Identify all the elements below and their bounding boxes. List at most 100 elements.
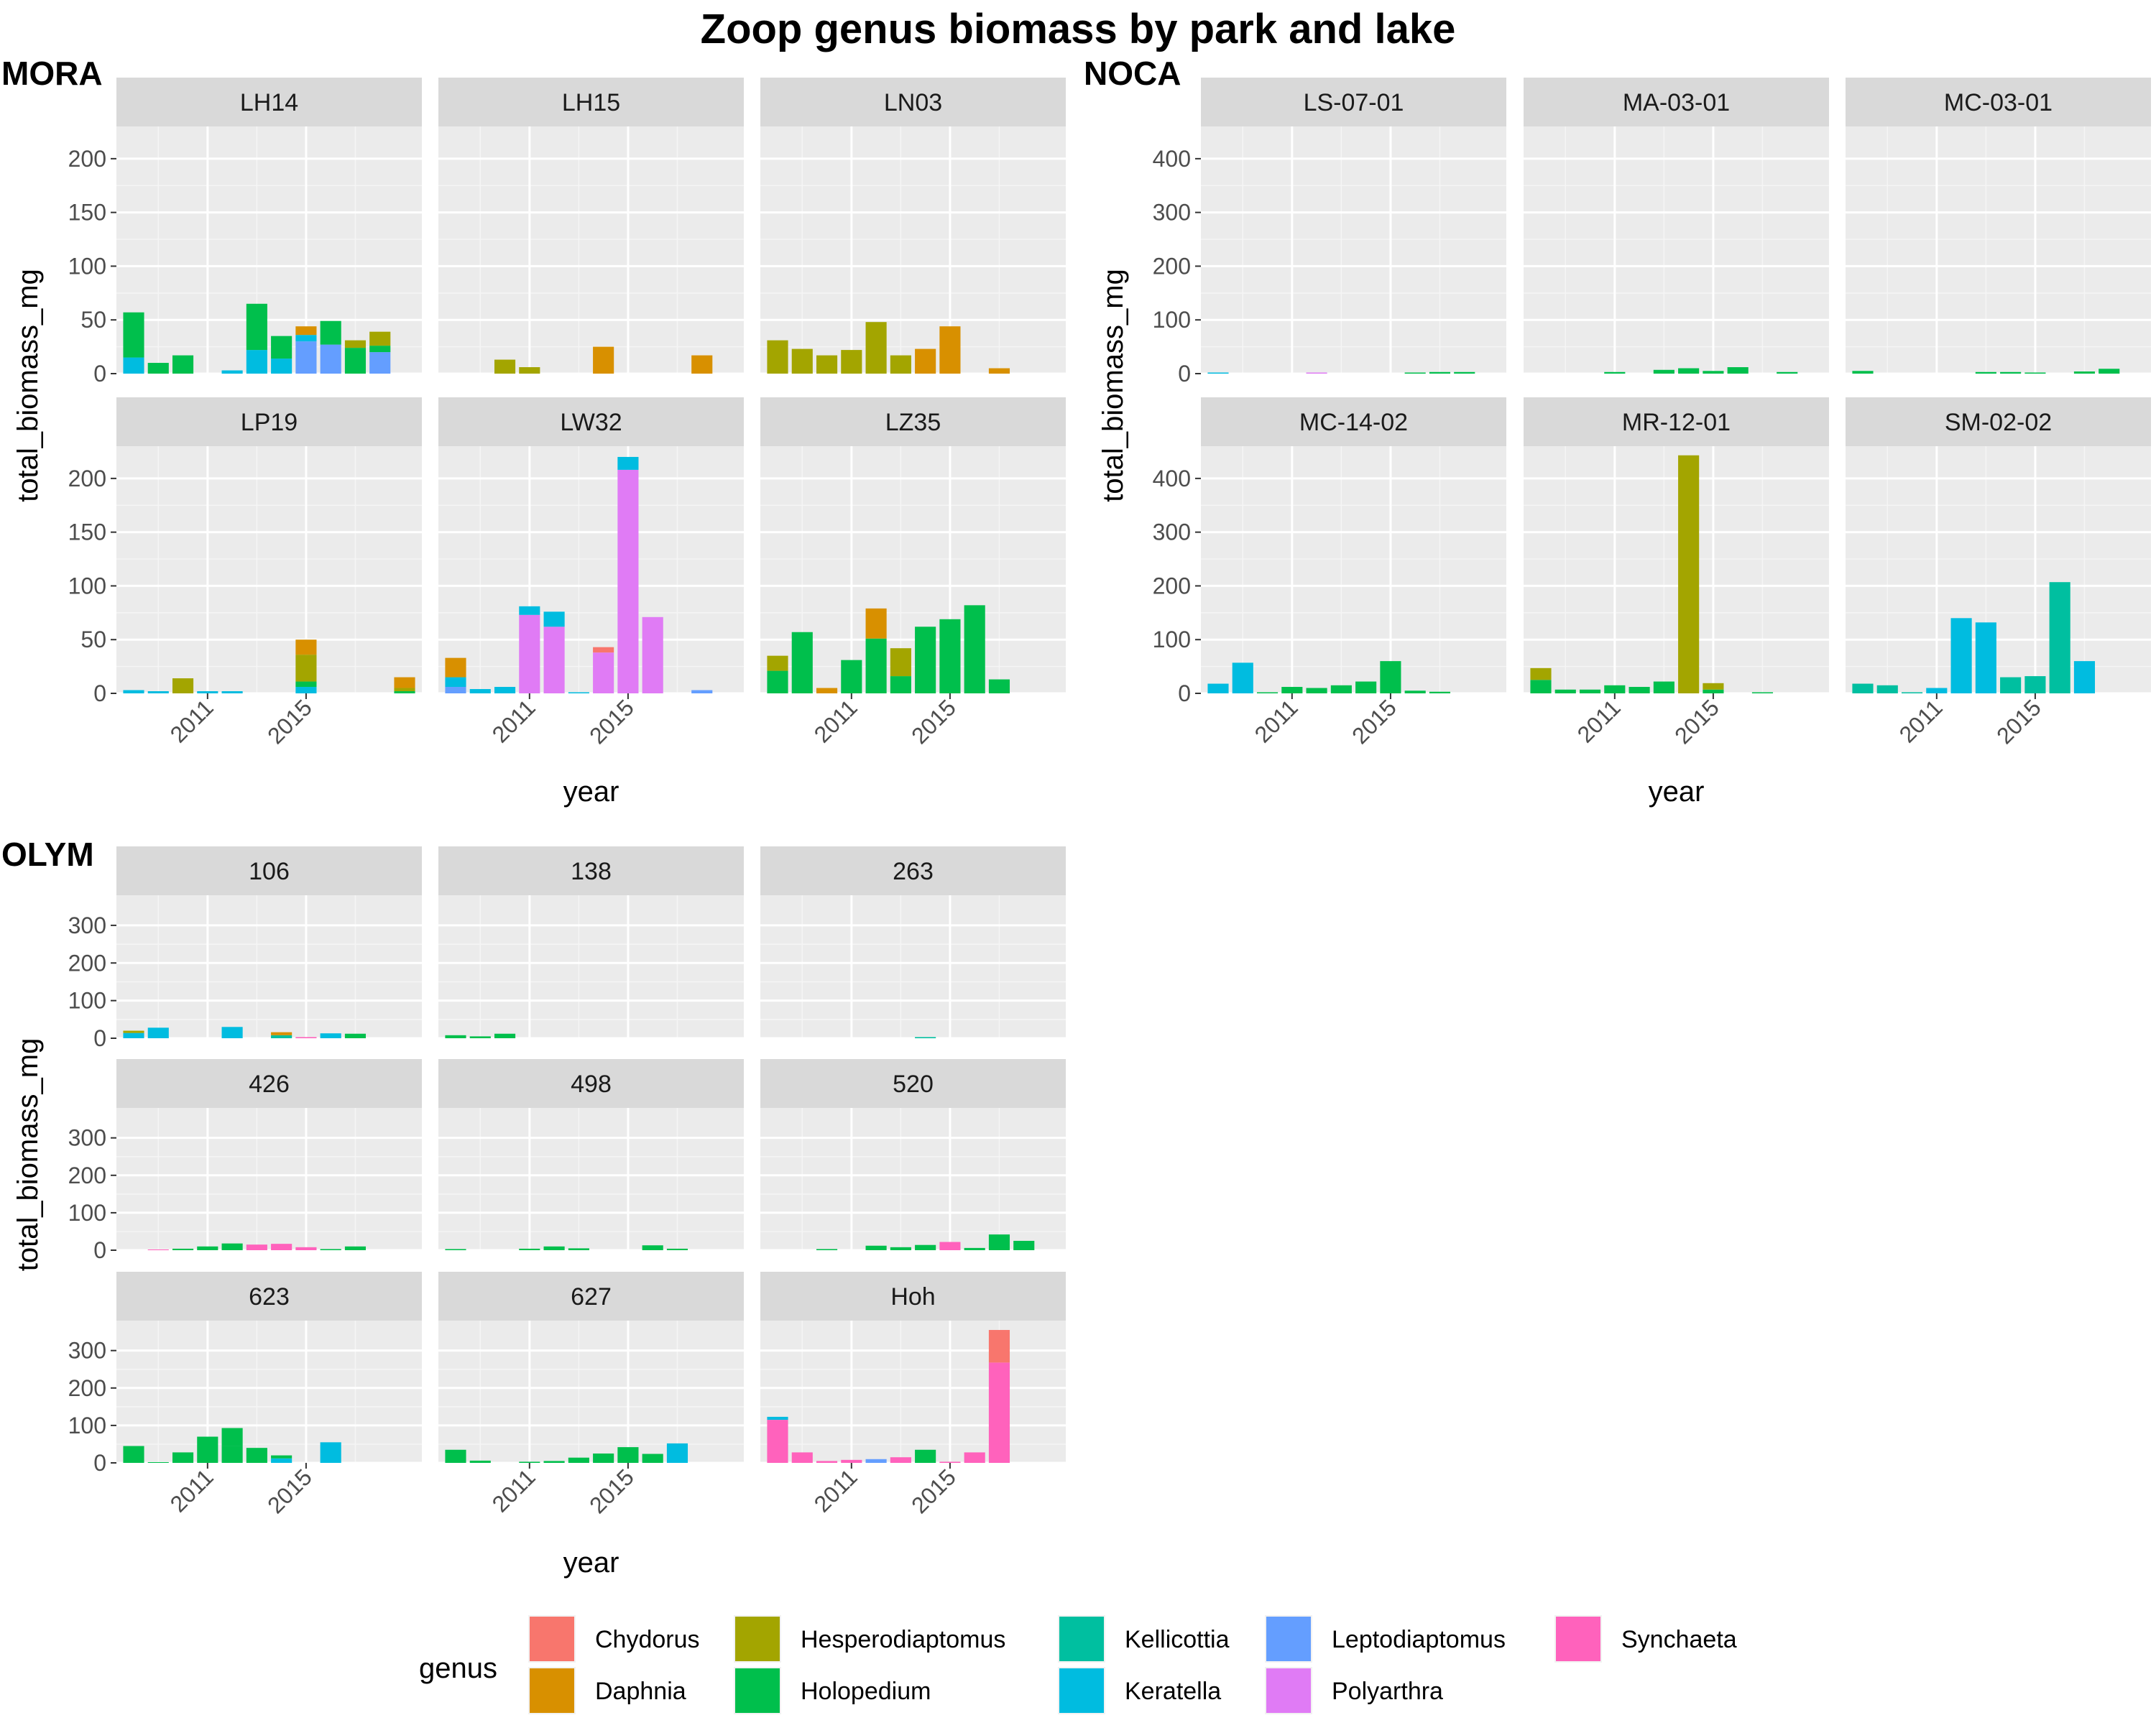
facet-label: Hoh <box>890 1283 935 1311</box>
bar-segment-polyarthra <box>543 627 565 693</box>
bar-segment-holopedium <box>1653 681 1674 693</box>
bar-segment-keratella <box>197 691 218 693</box>
bar-segment-hesperodiaptomus <box>123 1030 144 1033</box>
bar-segment-kellicottia <box>1876 685 1898 693</box>
bar-segment-synchaeta <box>841 1459 862 1463</box>
bar-segment-keratella <box>271 1458 292 1463</box>
facet-strip <box>116 397 422 446</box>
bar-segment-holopedium <box>642 1245 663 1250</box>
facet-label: 106 <box>249 858 290 885</box>
bar-segment-keratella <box>320 1033 341 1038</box>
bar-segment-synchaeta <box>767 1420 788 1463</box>
facet-strip <box>1846 78 2151 126</box>
bar-segment-polyarthra <box>617 469 639 693</box>
facet-623: 623 0 100 200 300 2011 2015 <box>68 1272 422 1518</box>
y-tick-label: 150 <box>68 200 106 226</box>
bar-segment-holopedium <box>1579 689 1601 693</box>
bar-segment-keratella <box>147 691 169 693</box>
panel-background <box>116 1321 422 1463</box>
bar-segment-holopedium <box>890 1247 911 1250</box>
bar-segment-daphnia <box>988 368 1010 374</box>
x-axis-title: year <box>1649 776 1705 808</box>
facet-label: LH14 <box>240 89 298 116</box>
bar-segment-holopedium <box>246 1448 267 1463</box>
facet-label: MC-03-01 <box>1944 89 2053 116</box>
bar-segment-chydorus <box>988 1330 1010 1363</box>
bar-segment-keratella <box>2073 661 2096 693</box>
park-label: NOCA <box>1084 55 1181 92</box>
facet-627: 627 2011 2015 <box>438 1272 744 1518</box>
bar-segment-holopedium <box>568 1457 589 1463</box>
panel-background <box>1201 126 1506 374</box>
bar-segment-holopedium <box>890 676 911 693</box>
bar-segment-leptodiaptomus <box>295 341 317 374</box>
bar-segment-synchaeta <box>816 1461 838 1463</box>
bar-segment-holopedium <box>1306 688 1327 693</box>
facet-strip <box>438 397 744 446</box>
panel-background <box>1846 126 2151 374</box>
facet-label: MR-12-01 <box>1622 409 1731 436</box>
facet-strip <box>438 846 744 895</box>
bar-segment-hesperodiaptomus <box>767 340 788 374</box>
bar-segment-holopedium <box>445 1249 466 1250</box>
legend-swatch <box>1266 1617 1311 1661</box>
bar-segment-holopedium <box>791 632 813 693</box>
legend-swatch <box>1059 1617 1104 1661</box>
bar-segment-holopedium <box>1975 371 1996 374</box>
x-tick-label: 2015 <box>1347 694 1401 749</box>
legend-swatch <box>1556 1617 1600 1661</box>
y-tick-label: 0 <box>1178 680 1191 706</box>
bar-segment-hesperodiaptomus <box>344 340 367 348</box>
bar-segment-keratella <box>1926 688 1948 693</box>
bar-segment-holopedium <box>320 1249 341 1250</box>
bar-segment-holopedium <box>543 1461 565 1463</box>
facet-label: 520 <box>893 1071 934 1098</box>
legend-swatch <box>735 1617 780 1661</box>
x-tick-label: 2011 <box>809 1464 862 1517</box>
panel-background <box>760 895 1066 1038</box>
bar-segment-keratella <box>295 687 317 693</box>
bar-segment-hesperodiaptomus <box>1678 455 1700 693</box>
bar-segment-holopedium <box>445 1035 466 1038</box>
bar-segment-synchaeta <box>964 1452 985 1463</box>
bar-segment-holopedium <box>147 1461 169 1463</box>
legend: genus Chydorus Daphnia Hesperodiaptomus Holo… <box>419 1615 1737 1714</box>
bar-segment-holopedium <box>271 336 292 359</box>
bar-segment-keratella <box>1975 622 1996 693</box>
facet-label: 138 <box>571 858 612 885</box>
facet-strip <box>760 78 1066 126</box>
facet-label: 426 <box>249 1071 290 1098</box>
bar-segment-holopedium <box>1404 372 1426 374</box>
y-tick-label: 0 <box>93 1237 106 1263</box>
y-tick-label: 400 <box>1153 146 1191 172</box>
facet-label: 263 <box>893 858 934 885</box>
panel-background <box>438 1321 744 1463</box>
bar-segment-keratella <box>221 1027 243 1038</box>
bar-segment-holopedium <box>1330 685 1352 693</box>
bar-segment-hesperodiaptomus <box>1703 683 1724 690</box>
y-tick-label: 100 <box>68 573 106 599</box>
bar-segment-keratella <box>221 370 243 374</box>
bar-segment-holopedium <box>915 1244 936 1250</box>
facet-hoh: Hoh 2011 2015 <box>760 1272 1066 1518</box>
bar-segment-hesperodiaptomus <box>394 688 415 692</box>
facet-strip <box>1201 78 1506 126</box>
bar-segment-hesperodiaptomus <box>369 331 391 346</box>
bar-segment-daphnia <box>865 608 887 639</box>
facet-label: LN03 <box>884 89 942 116</box>
bar-segment-holopedium <box>2000 371 2022 374</box>
bar-segment-hesperodiaptomus <box>494 359 516 374</box>
bar-segment-daphnia <box>271 1032 292 1035</box>
bar-segment-holopedium <box>246 303 267 351</box>
y-tick-label: 200 <box>1153 573 1191 599</box>
legend-label: Leptodiaptomus <box>1332 1626 1506 1653</box>
x-tick-label: 2015 <box>1991 694 2046 749</box>
bar-segment-holopedium <box>123 312 144 358</box>
panel-background <box>1846 446 2151 693</box>
bar-segment-synchaeta <box>939 1461 961 1463</box>
bar-segment-holopedium <box>816 1249 838 1250</box>
facet-strip <box>1524 78 1829 126</box>
bar-segment-hesperodiaptomus <box>1530 667 1552 680</box>
bar-segment-holopedium <box>617 1447 639 1463</box>
